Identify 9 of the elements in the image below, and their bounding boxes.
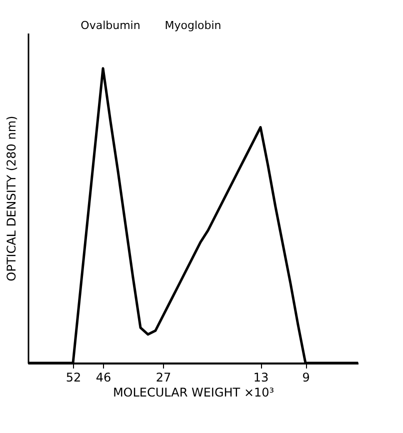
x-tick-label: 46: [96, 370, 112, 384]
x-tick-label: 27: [156, 370, 172, 384]
x-tick-label: 9: [302, 370, 310, 384]
y-axis-title: OPTICAL DENSITY (280 nm): [4, 116, 18, 282]
text: Myoglobin: [164, 19, 222, 32]
x-tick-label: 13: [253, 370, 269, 384]
text: Ovalbumin: [80, 19, 140, 32]
x-tick-label: 52: [66, 370, 82, 384]
x-axis-title: MOLECULAR WEIGHT ×10³: [112, 386, 274, 400]
